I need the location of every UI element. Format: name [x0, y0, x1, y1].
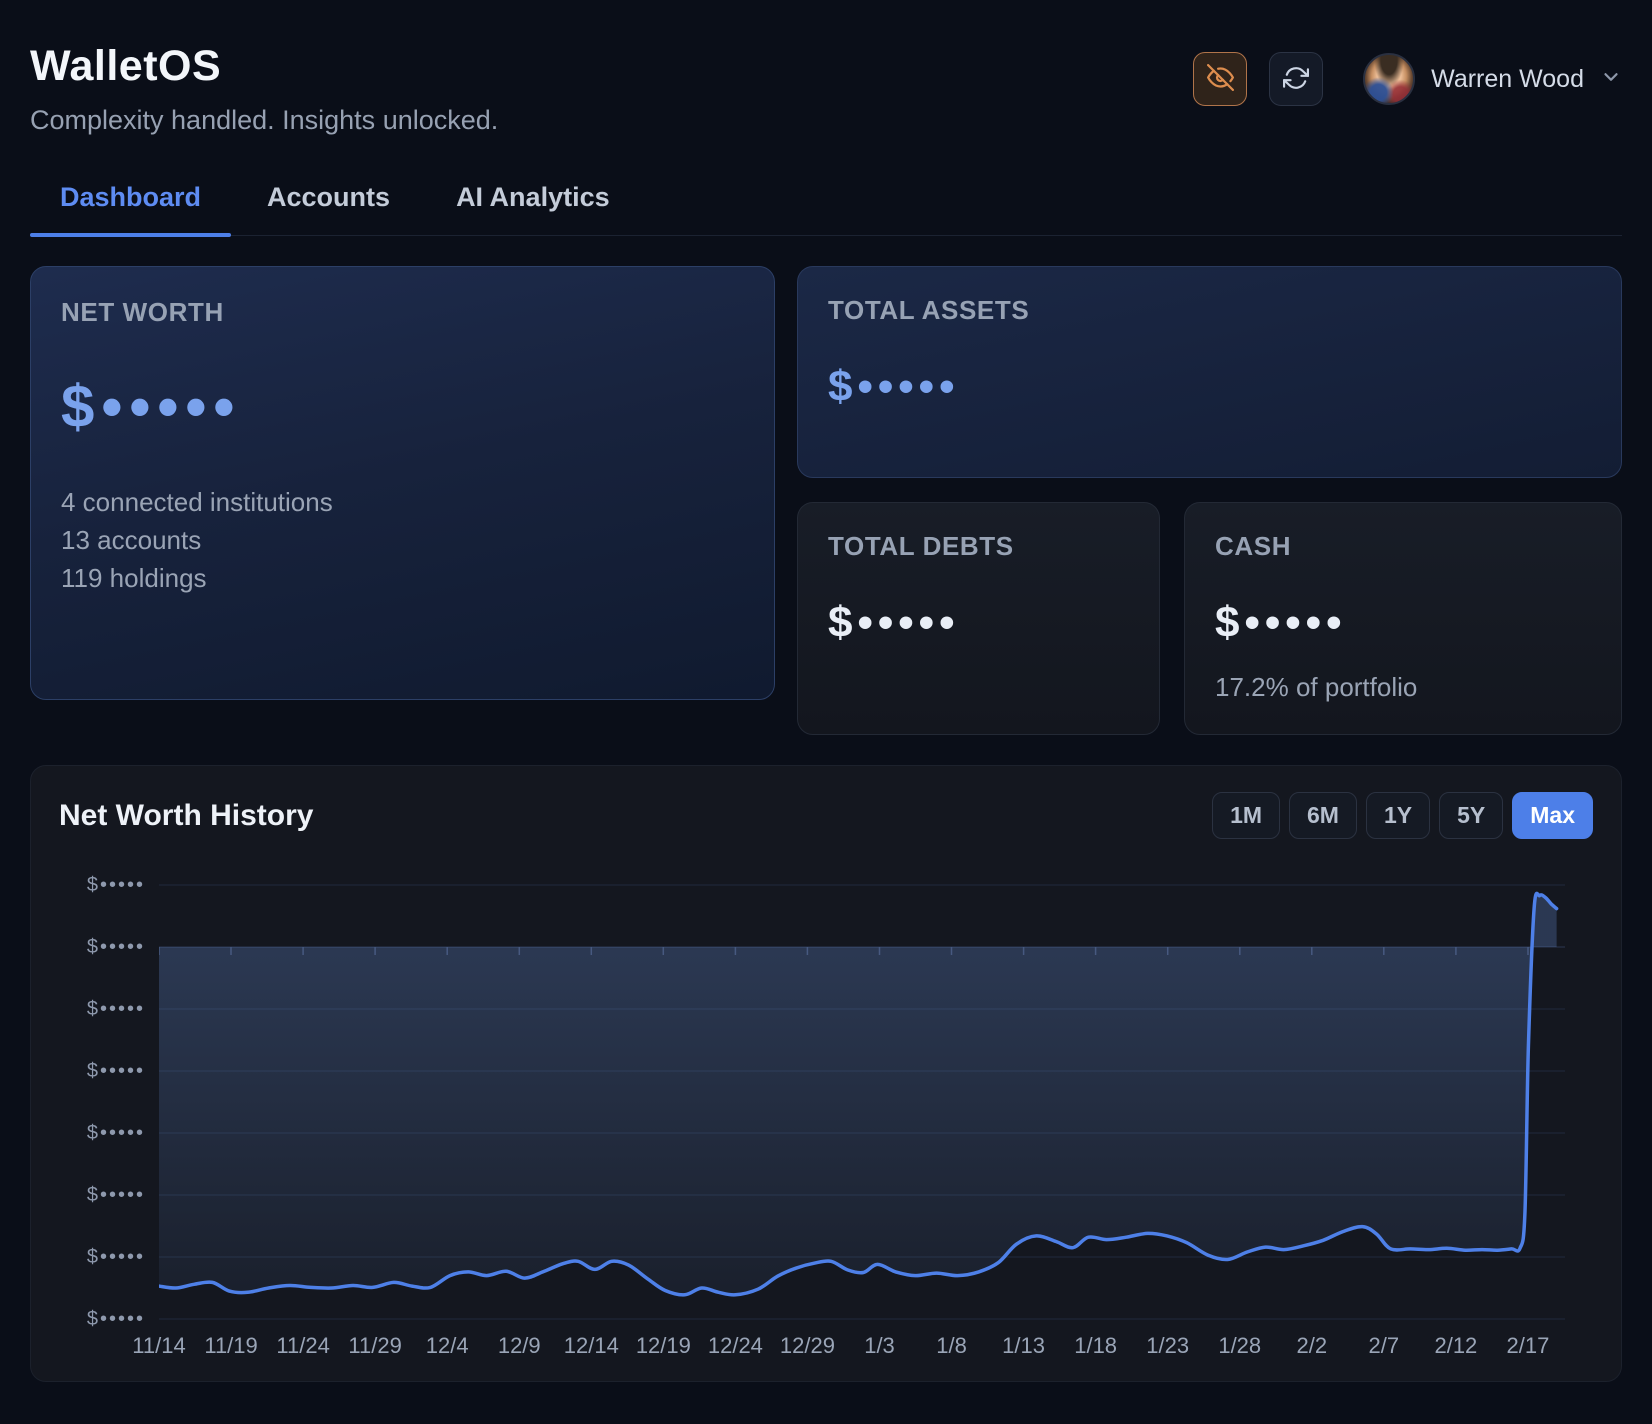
- range-button-max[interactable]: Max: [1512, 792, 1593, 839]
- x-axis-label: 2/2: [1296, 1333, 1328, 1358]
- total-assets-label: TOTAL ASSETS: [828, 295, 1030, 325]
- net-worth-line: [159, 891, 1559, 1297]
- x-axis-label: 1/28: [1218, 1333, 1262, 1358]
- y-axis-label: $•••••: [86, 874, 145, 896]
- y-axis-label: $•••••: [86, 1246, 145, 1268]
- tab-ai-analytics-label: AI Analytics: [456, 182, 610, 212]
- tab-bar: Dashboard Accounts AI Analytics: [30, 182, 1622, 237]
- dashboard-main: NET WORTH $••••• 4 connected institution…: [30, 266, 1622, 1382]
- x-axis-label: 12/24: [707, 1333, 763, 1358]
- range-button-5y[interactable]: 5Y: [1439, 792, 1504, 839]
- user-menu[interactable]: Warren Wood: [1363, 53, 1622, 105]
- net-worth-card: NET WORTH $••••• 4 connected institution…: [30, 266, 775, 700]
- range-button-1y[interactable]: 1Y: [1365, 792, 1431, 839]
- total-assets-masked-value: $•••••: [828, 362, 960, 411]
- tab-ai-analytics[interactable]: AI Analytics: [426, 182, 640, 235]
- chart-title: Net Worth History: [59, 798, 314, 832]
- cash-label: CASH: [1215, 531, 1292, 561]
- tab-accounts-label: Accounts: [267, 182, 391, 212]
- chart-body: $••••• $••••• $••••• $••••• $••••• $••••• $•••…: [59, 874, 1593, 1330]
- user-name: Warren Wood: [1431, 64, 1584, 93]
- holdings-count: 119 holdings: [61, 563, 207, 593]
- x-axis-label: 12/14: [563, 1333, 619, 1358]
- refresh-button[interactable]: [1269, 52, 1324, 106]
- refresh-icon: [1283, 65, 1310, 94]
- net-worth-masked-value: $•••••: [61, 373, 242, 440]
- chart-header: Net Worth History 1M 6M 1Y 5Y Max: [59, 792, 1593, 839]
- connected-institutions-count: 4 connected institutions: [61, 487, 333, 517]
- net-worth-label: NET WORTH: [61, 297, 224, 327]
- header-left: WalletOS Complexity handled. Insights un…: [30, 42, 498, 136]
- x-axis-label: 2/7: [1368, 1333, 1400, 1358]
- y-axis-label: $•••••: [86, 1184, 145, 1206]
- total-assets-card: TOTAL ASSETS $•••••: [797, 266, 1622, 478]
- x-axis-label: 12/9: [497, 1333, 541, 1358]
- y-axis-label: $•••••: [86, 1060, 145, 1082]
- x-axis-label: 12/4: [425, 1333, 469, 1358]
- x-axis-label: 11/24: [276, 1333, 330, 1358]
- net-worth-meta: 4 connected institutions 13 accounts 119…: [61, 487, 744, 594]
- tab-accounts[interactable]: Accounts: [237, 182, 420, 235]
- eye-off-icon: [1206, 64, 1234, 94]
- x-axis-label: 11/14: [132, 1333, 186, 1358]
- total-debts-label: TOTAL DEBTS: [828, 531, 1014, 561]
- y-axis-label: $•••••: [86, 1308, 145, 1330]
- app-header: WalletOS Complexity handled. Insights un…: [30, 0, 1622, 136]
- x-axis-label: 1/8: [936, 1333, 967, 1358]
- app-subtitle: Complexity handled. Insights unlocked.: [30, 105, 499, 135]
- tab-dashboard-label: Dashboard: [60, 182, 202, 212]
- x-axis-label: 1/18: [1074, 1333, 1118, 1358]
- x-axis-label: 1/23: [1146, 1333, 1190, 1358]
- chart-x-axis: 11/14 11/19 11/24 11/29 12/4 12/9 12/14 12/19 12…: [132, 1321, 1593, 1358]
- net-worth-history-chart: [159, 884, 1565, 1320]
- chevron-down-icon: [1600, 66, 1622, 93]
- range-button-1m[interactable]: 1M: [1212, 792, 1281, 839]
- y-axis-label: $•••••: [86, 998, 145, 1020]
- walletos-app: WalletOS Complexity handled. Insights un…: [30, 0, 1622, 1382]
- time-range-selector: 1M 6M 1Y 5Y Max: [1212, 792, 1593, 839]
- privacy-toggle-button[interactable]: [1193, 52, 1248, 106]
- y-axis-label: $•••••: [86, 936, 145, 958]
- chart-plot-area: [159, 881, 1565, 1321]
- cash-masked-value: $•••••: [1215, 598, 1347, 647]
- cash-card: CASH $••••• 17.2% of portfolio: [1184, 502, 1622, 735]
- net-worth-area-fill: [159, 893, 1557, 1295]
- x-axis-label: 11/29: [348, 1333, 402, 1358]
- summary-cards: NET WORTH $••••• 4 connected institution…: [30, 266, 1622, 735]
- x-axis-label: 2/12: [1434, 1333, 1478, 1358]
- x-axis-label: 1/13: [1002, 1333, 1046, 1358]
- x-axis-label: 11/19: [204, 1333, 258, 1358]
- x-axis-label: 12/29: [779, 1333, 835, 1358]
- chart-y-axis: $••••• $••••• $••••• $••••• $••••• $••••• $•••…: [59, 874, 159, 1330]
- total-debts-card: TOTAL DEBTS $•••••: [797, 502, 1160, 735]
- app-title: WalletOS: [30, 42, 222, 90]
- range-button-6m[interactable]: 6M: [1289, 792, 1357, 839]
- x-axis-label: 2/17: [1506, 1333, 1550, 1358]
- x-axis-label: 1/3: [864, 1333, 895, 1358]
- accounts-count: 13 accounts: [61, 525, 202, 555]
- tab-dashboard[interactable]: Dashboard: [30, 182, 232, 237]
- cash-portfolio-share: 17.2% of portfolio: [1215, 672, 1418, 702]
- avatar: [1363, 53, 1416, 105]
- y-axis-label: $•••••: [86, 1122, 145, 1144]
- x-axis-label: 12/19: [635, 1333, 691, 1358]
- summary-right-column: TOTAL ASSETS $••••• TOTAL DEBTS $••••• C…: [797, 266, 1622, 735]
- header-actions: Warren Wood: [1193, 52, 1622, 106]
- total-debts-masked-value: $•••••: [828, 598, 960, 647]
- net-worth-history-card: Net Worth History 1M 6M 1Y 5Y Max $•••••…: [30, 765, 1622, 1382]
- debts-cash-row: TOTAL DEBTS $••••• CASH $••••• 17.2% of …: [797, 502, 1622, 735]
